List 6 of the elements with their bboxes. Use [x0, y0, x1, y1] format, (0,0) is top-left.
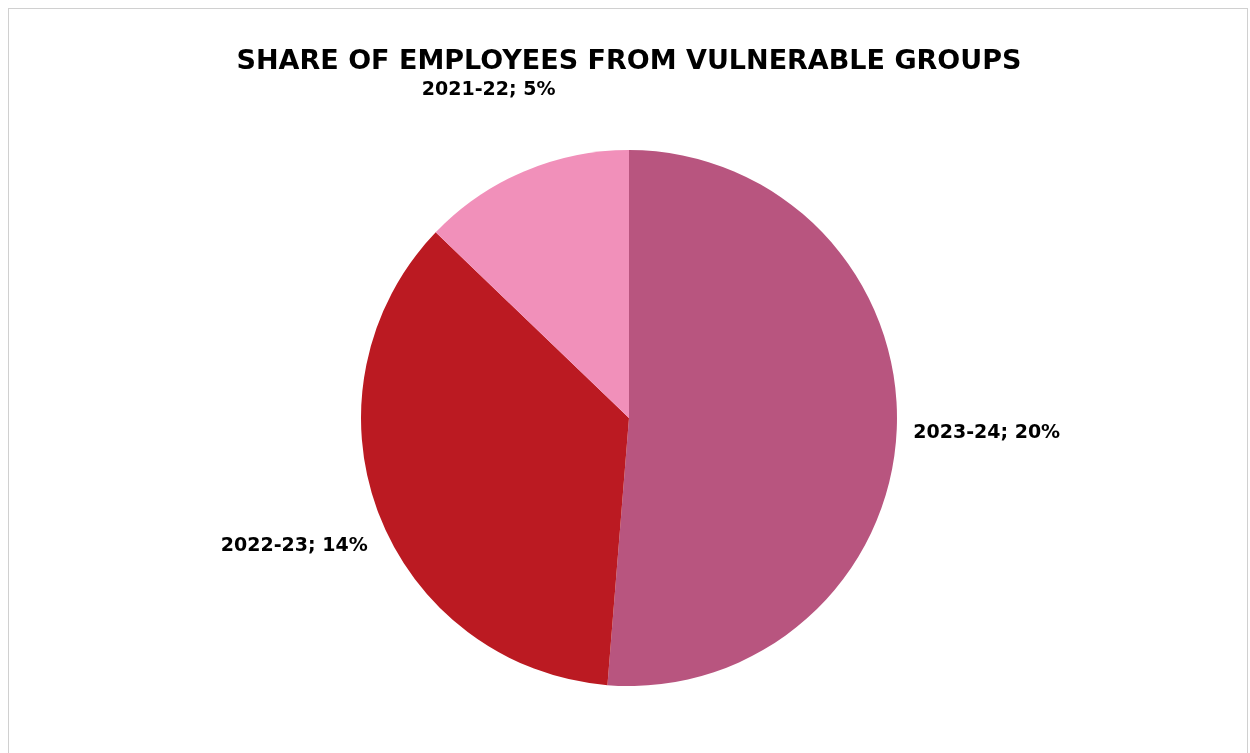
- slice-label: 2023-24; 20%: [913, 420, 1061, 443]
- pie-slice: [607, 150, 897, 686]
- slice-label: 2022-23; 14%: [220, 532, 368, 555]
- pie-slice: [435, 150, 629, 418]
- slice-label: 2021-22; 5%: [421, 76, 556, 99]
- chart-title: SHARE OF EMPLOYEES FROM VULNERABLE GROUPS: [236, 43, 1022, 75]
